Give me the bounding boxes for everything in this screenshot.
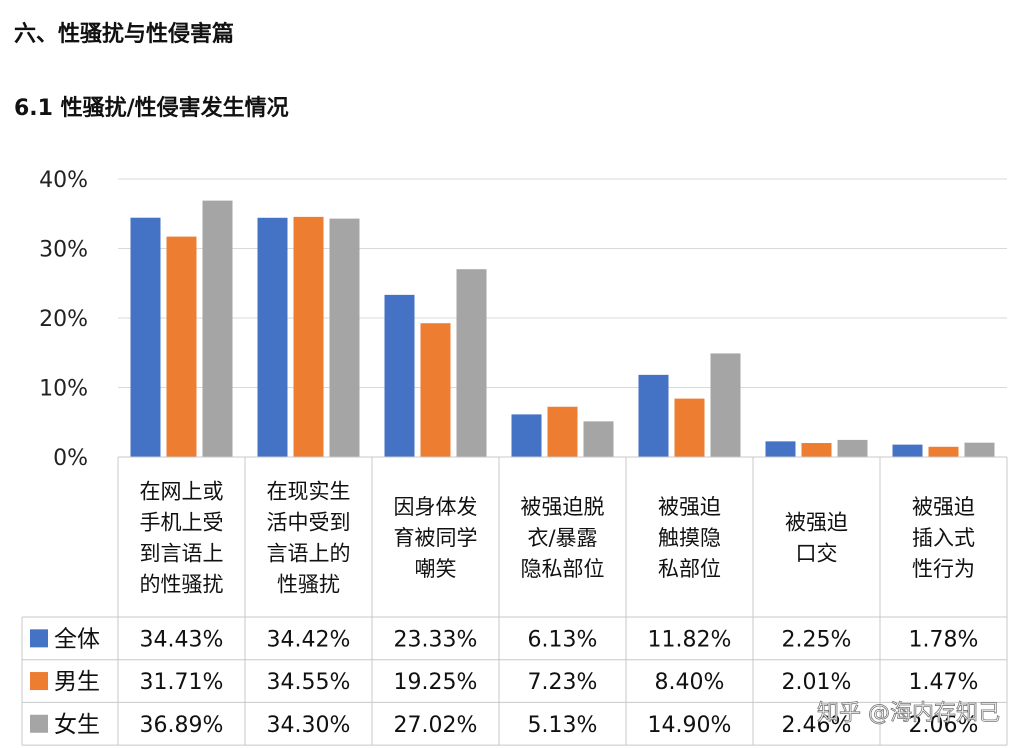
data-label: 8.40% bbox=[655, 670, 725, 695]
bar-男生 bbox=[547, 406, 578, 457]
legend-label: 女生 bbox=[54, 712, 100, 738]
data-label: 27.02% bbox=[394, 713, 478, 738]
data-label: 11.82% bbox=[648, 627, 732, 652]
category-label: 私部位 bbox=[658, 557, 721, 581]
legend-swatch-男生 bbox=[30, 672, 48, 691]
bar-全体 bbox=[638, 374, 669, 457]
legend-label: 全体 bbox=[54, 626, 100, 652]
data-label: 5.13% bbox=[528, 713, 598, 738]
category-label: 被强迫 bbox=[658, 495, 721, 519]
category-label: 因身体发 bbox=[394, 495, 478, 519]
y-tick-label: 40% bbox=[39, 168, 88, 193]
chart-subheading: 6.1 性骚扰/性侵害发生情况 bbox=[14, 96, 289, 121]
bar-男生 bbox=[166, 236, 197, 457]
data-label: 2.46% bbox=[782, 713, 852, 738]
category-label: 性行为 bbox=[912, 557, 975, 581]
category-label: 言语上的 bbox=[267, 542, 351, 566]
category-label: 育被同学 bbox=[394, 526, 478, 550]
watermark: 知乎 @海内存知己 bbox=[817, 701, 1000, 726]
data-label: 34.55% bbox=[267, 670, 351, 695]
category-label: 到言语上 bbox=[140, 542, 224, 566]
data-label: 34.42% bbox=[267, 627, 351, 652]
data-label: 31.71% bbox=[140, 670, 224, 695]
data-label: 34.43% bbox=[140, 627, 224, 652]
y-tick-label: 0% bbox=[53, 446, 88, 471]
y-tick-label: 10% bbox=[39, 377, 88, 402]
data-label: 1.47% bbox=[909, 670, 979, 695]
category-label: 在网上或 bbox=[140, 480, 224, 504]
category-label: 被强迫脱 bbox=[521, 495, 605, 519]
data-label: 19.25% bbox=[394, 670, 478, 695]
data-label: 36.89% bbox=[140, 713, 224, 738]
data-label: 2.01% bbox=[782, 670, 852, 695]
section-heading: 六、性骚扰与性侵害篇 bbox=[14, 22, 235, 47]
data-label: 7.23% bbox=[528, 670, 598, 695]
bar-全体 bbox=[384, 294, 415, 457]
bar-全体 bbox=[130, 217, 161, 457]
category-label: 在现实生 bbox=[267, 480, 351, 504]
category-label: 口交 bbox=[796, 542, 838, 566]
legend-swatch-女生 bbox=[30, 714, 48, 733]
y-tick-label: 30% bbox=[39, 238, 88, 263]
bar-全体 bbox=[511, 414, 542, 457]
bar-全体 bbox=[765, 441, 796, 457]
legend-label: 男生 bbox=[54, 669, 100, 695]
category-label: 性骚扰 bbox=[277, 573, 340, 597]
bar-男生 bbox=[928, 446, 959, 457]
y-tick-label: 20% bbox=[39, 307, 88, 332]
data-label: 6.13% bbox=[528, 627, 598, 652]
bar-男生 bbox=[801, 443, 832, 457]
data-label: 1.78% bbox=[909, 627, 979, 652]
bar-全体 bbox=[257, 217, 288, 457]
data-label: 2.06% bbox=[909, 713, 979, 738]
category-label: 被强迫 bbox=[785, 511, 848, 535]
bar-女生 bbox=[202, 200, 233, 457]
bar-全体 bbox=[892, 444, 923, 457]
bar-女生 bbox=[456, 269, 487, 457]
bar-女生 bbox=[329, 218, 360, 457]
bar-女生 bbox=[964, 442, 995, 457]
bar-男生 bbox=[420, 323, 451, 457]
bar-男生 bbox=[674, 398, 705, 457]
bar-女生 bbox=[837, 439, 868, 457]
category-label: 活中受到 bbox=[267, 511, 351, 535]
category-label: 的性骚扰 bbox=[140, 573, 224, 597]
category-label: 被强迫 bbox=[912, 495, 975, 519]
category-label: 触摸隐 bbox=[658, 526, 721, 550]
data-label: 34.30% bbox=[267, 713, 351, 738]
category-label: 手机上受 bbox=[140, 511, 224, 535]
bar-女生 bbox=[710, 353, 741, 457]
data-label: 23.33% bbox=[394, 627, 478, 652]
category-label: 衣/暴露 bbox=[527, 526, 597, 550]
data-label: 14.90% bbox=[648, 713, 732, 738]
data-label: 2.25% bbox=[782, 627, 852, 652]
bar-女生 bbox=[583, 421, 614, 457]
category-label: 嘲笑 bbox=[415, 557, 457, 581]
category-label: 插入式 bbox=[912, 526, 975, 550]
legend-swatch-全体 bbox=[30, 629, 48, 648]
category-label: 隐私部位 bbox=[521, 557, 605, 581]
bar-男生 bbox=[293, 216, 324, 457]
